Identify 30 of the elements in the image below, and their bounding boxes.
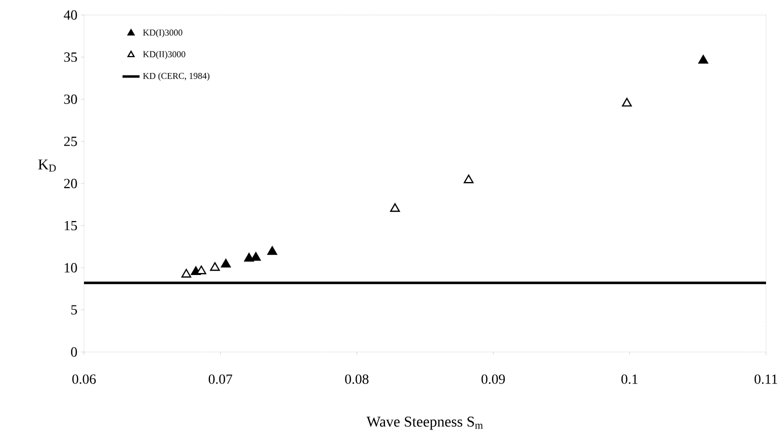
- legend-label: KD(I)3000: [143, 29, 182, 38]
- point: [244, 252, 254, 262]
- point: [250, 252, 261, 261]
- point: [622, 98, 632, 107]
- x-axis-title: Wave Steepness S$_{m}$: [366, 416, 483, 430]
- x-tick-label: 0.11: [754, 374, 778, 384]
- x-tick-label: 0.08: [345, 374, 368, 384]
- y-tick-label: 25: [64, 136, 77, 146]
- legend-label: KD (CERC, 1984): [143, 72, 210, 81]
- y-tick-label: 5: [71, 305, 77, 315]
- y-tick-label: 40: [64, 10, 77, 20]
- x-tick-label: 0.06: [72, 374, 96, 384]
- point: [220, 258, 231, 268]
- x-tick-label: 0.07: [208, 374, 232, 384]
- y-tick-label: 35: [64, 52, 77, 62]
- y-tick-label: 20: [64, 178, 77, 188]
- y-axis-title: K$_{D}$: [38, 160, 56, 172]
- y-tick-label: 15: [64, 220, 77, 230]
- point: [390, 203, 400, 212]
- y-tick-label: 0: [71, 347, 77, 357]
- point: [464, 174, 474, 184]
- x-tick-label: 0.09: [482, 374, 505, 384]
- point: [698, 54, 708, 64]
- y-tick-label: 30: [64, 94, 77, 104]
- y-tick-label: 10: [64, 263, 77, 272]
- point: [210, 262, 220, 271]
- point: [267, 246, 278, 255]
- point: [181, 268, 192, 278]
- x-tick-label: 0.1: [621, 374, 638, 384]
- legend-label: KD(II)3000: [143, 50, 186, 60]
